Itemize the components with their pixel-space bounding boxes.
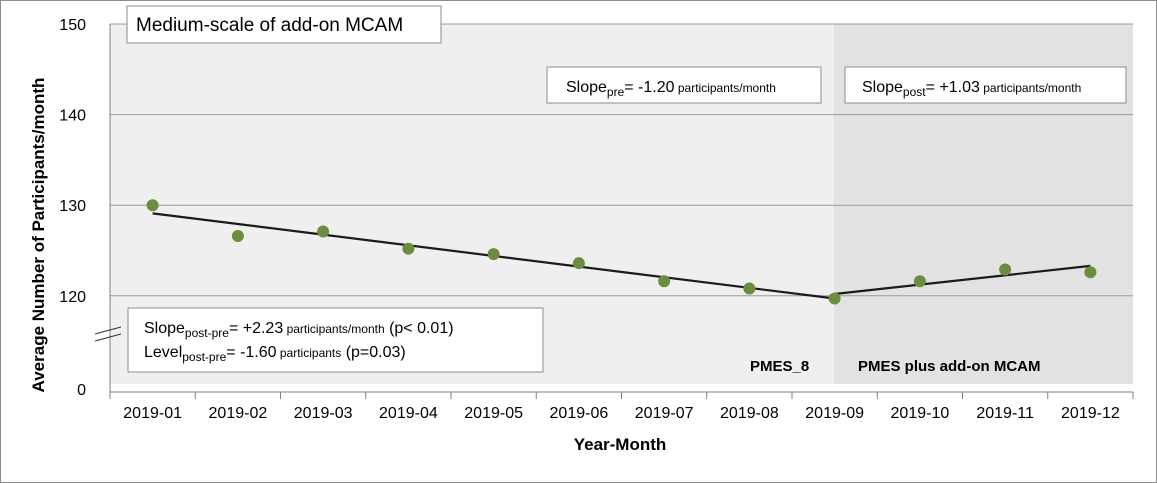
data-point <box>231 230 244 243</box>
data-point <box>572 257 585 270</box>
data-point <box>658 275 671 288</box>
axis-break-mark-bottom <box>94 333 122 342</box>
y-tick-label: 150 <box>59 17 86 34</box>
data-point <box>913 275 926 288</box>
x-tick-label: 2019-02 <box>209 405 268 422</box>
x-tick-label: 2019-05 <box>464 405 523 422</box>
x-tick-label: 2019-10 <box>891 405 950 422</box>
x-tick-label: 2019-08 <box>720 405 779 422</box>
stats-box: Slopepost-pre= +2.23 participants/month … <box>127 307 544 373</box>
data-point <box>828 292 841 305</box>
slope-pre-box: Slopepre= -1.20 participants/month <box>546 66 822 104</box>
data-point <box>317 225 330 238</box>
y-tick-label: 130 <box>59 198 86 215</box>
y-tick-label: 0 <box>77 382 86 399</box>
phase-label-post: PMES plus add-on MCAM <box>858 358 1041 375</box>
axis-break-mark-top <box>94 326 122 335</box>
data-point <box>487 248 500 261</box>
x-tick-label: 2019-03 <box>294 405 353 422</box>
x-tick-label: 2019-01 <box>123 405 182 422</box>
x-tick-label: 2019-12 <box>1061 405 1120 422</box>
y-axis-title: Average Number of Participants/month <box>29 78 48 393</box>
x-tick-label: 2019-07 <box>635 405 694 422</box>
level-post-pre-label: Levelpost-pre= -1.60 participants (p=0.0… <box>144 344 406 364</box>
slope-post-label: Slopepost= +1.03 participants/month <box>862 79 1081 99</box>
chart-title: Medium-scale of add-on MCAM <box>136 15 403 36</box>
slope-pre-label: Slopepre= -1.20 participants/month <box>566 79 776 99</box>
y-tick-label: 140 <box>59 108 86 125</box>
data-point <box>999 263 1012 276</box>
phase-label-pre: PMES_8 <box>750 358 809 375</box>
y-tick-label: 120 <box>59 289 86 306</box>
x-tick-label: 2019-06 <box>550 405 609 422</box>
data-point <box>146 199 159 212</box>
data-point <box>402 242 415 255</box>
slope-post-box: Slopepost= +1.03 participants/month <box>844 66 1127 104</box>
chart-title-box: Medium-scale of add-on MCAM <box>126 5 442 44</box>
data-point <box>1084 266 1097 279</box>
trend-line-post <box>834 264 1091 296</box>
x-axis-title: Year-Month <box>574 435 667 454</box>
data-point <box>743 282 756 295</box>
x-tick-label: 2019-11 <box>976 405 1034 422</box>
x-tick-label: 2019-04 <box>379 405 438 422</box>
slope-post-pre-label: Slopepost-pre= +2.23 participants/month … <box>144 320 454 340</box>
x-tick-label: 2019-09 <box>805 405 864 422</box>
